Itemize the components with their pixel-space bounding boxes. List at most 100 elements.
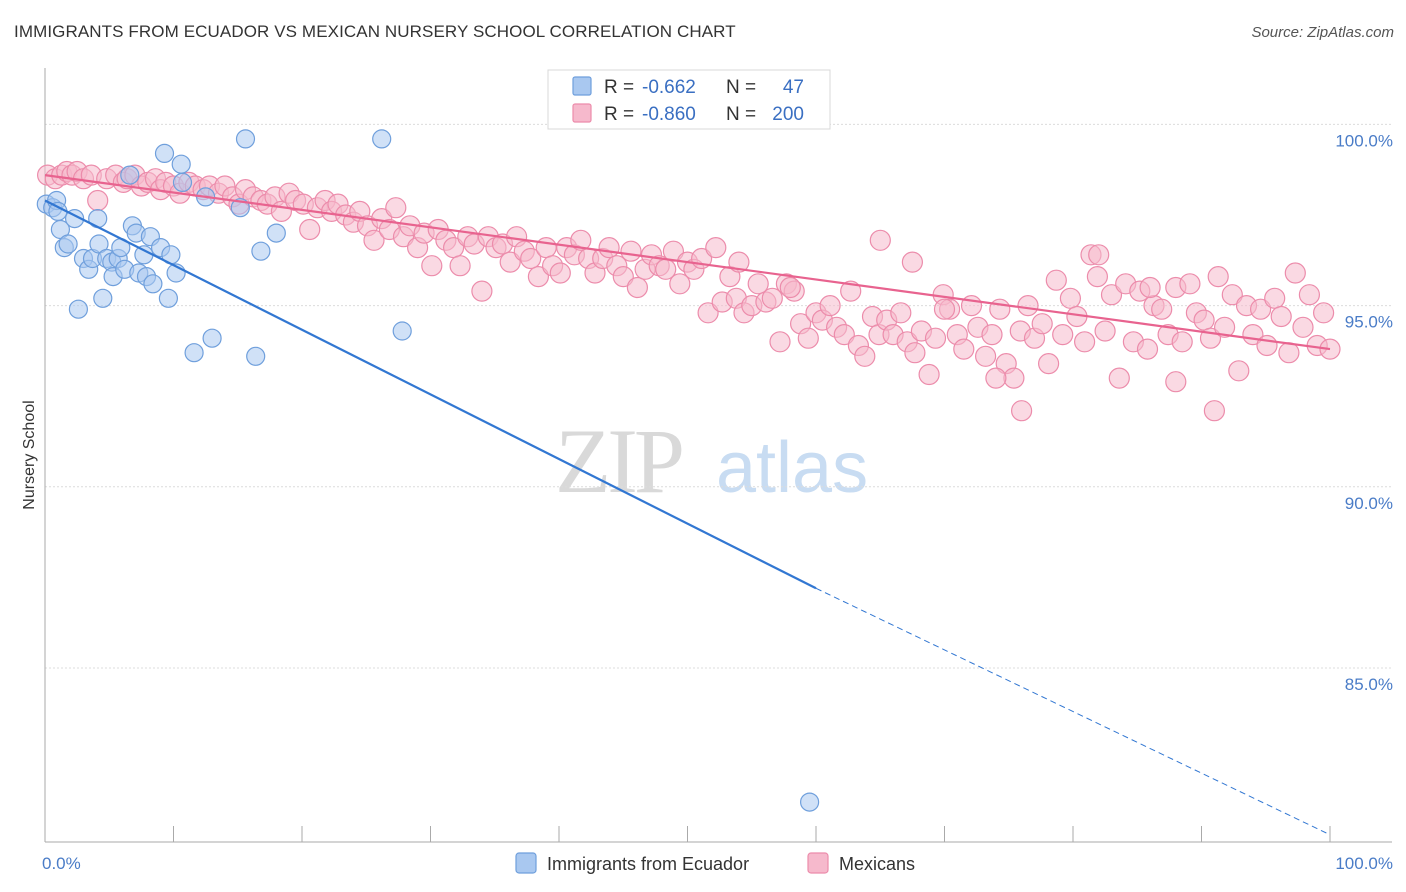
mexicans-point-134 bbox=[981, 324, 1003, 346]
series-legend-swatch-mexicans bbox=[807, 852, 829, 874]
mexicans-point-151 bbox=[1100, 284, 1123, 306]
mexicans-point-185 bbox=[933, 298, 956, 320]
mexicans-point-152 bbox=[1108, 367, 1130, 389]
mexicans-point-66 bbox=[499, 251, 521, 273]
legend-n-value-2: 200 bbox=[772, 104, 804, 125]
ecuador-point-30 bbox=[158, 288, 178, 308]
ecuador-point-39 bbox=[235, 129, 256, 149]
ecuador-points bbox=[36, 129, 820, 812]
mexicans-point-133 bbox=[974, 345, 997, 367]
mexicans-point-62 bbox=[471, 280, 493, 302]
mexicans-point-176 bbox=[1278, 342, 1300, 364]
legend-swatch-mexicans bbox=[572, 103, 592, 123]
mexicans-point-166 bbox=[1207, 266, 1229, 288]
mexicans-point-94 bbox=[697, 302, 719, 324]
y-axis-title: Nursery School bbox=[21, 400, 38, 509]
ecuador-point-13 bbox=[93, 288, 113, 308]
mexicans-point-70 bbox=[527, 266, 550, 288]
watermark-zip: ZIP bbox=[555, 410, 682, 512]
ecuador-point-29 bbox=[154, 143, 175, 163]
series-legend-label-mexicans: Mexicans bbox=[839, 854, 915, 874]
mexicans-point-69 bbox=[520, 247, 542, 270]
mexicans-point-101 bbox=[747, 273, 769, 295]
mexicans-point-55 bbox=[421, 255, 443, 277]
mexicans-point-167 bbox=[1213, 316, 1236, 338]
mexicans-point-59 bbox=[449, 255, 471, 277]
mexicans-point-113 bbox=[833, 324, 855, 346]
source-label: Source: ZipAtlas.com bbox=[1251, 24, 1394, 41]
series-legend-label-ecuador: Immigrants from Ecuador bbox=[547, 854, 749, 874]
ecuador-trend-line bbox=[44, 199, 817, 590]
mexicans-point-143 bbox=[1045, 269, 1067, 291]
legend-r-label-2: R = bbox=[604, 104, 634, 125]
y-tick-label-0: 85.0% bbox=[1345, 675, 1393, 694]
mexicans-point-130 bbox=[953, 338, 975, 360]
mexicans-point-161 bbox=[1171, 331, 1193, 353]
ecuador-point-35 bbox=[184, 343, 204, 363]
mexicans-point-123 bbox=[904, 342, 926, 364]
mexicans-point-169 bbox=[1228, 360, 1250, 382]
mexicans-point-71 bbox=[535, 237, 557, 259]
mexicans-point-147 bbox=[1073, 331, 1096, 353]
mexicans-point-193 bbox=[779, 276, 801, 299]
ecuador-point-43 bbox=[372, 129, 392, 149]
mexicans-point-125 bbox=[918, 363, 940, 386]
mexicans-point-76 bbox=[570, 229, 592, 251]
ecuador-point-27 bbox=[143, 274, 163, 294]
mexicans-point-104 bbox=[769, 331, 791, 353]
mexicans-point-188 bbox=[1088, 244, 1110, 266]
mexicans-point-38 bbox=[299, 218, 321, 241]
mexicans-point-156 bbox=[1136, 338, 1159, 360]
series-legend: Immigrants from Ecuador Mexicans bbox=[515, 852, 915, 874]
mexicans-point-137 bbox=[1003, 367, 1025, 389]
ecuador-point-7 bbox=[68, 299, 89, 319]
mexicans-point-73 bbox=[549, 262, 571, 284]
mexicans-point-178 bbox=[1292, 316, 1314, 338]
y-tick-labels: 85.0% 90.0% 95.0% 100.0% bbox=[1335, 131, 1393, 694]
mexicans-point-80 bbox=[598, 237, 620, 259]
mexicans-point-150 bbox=[1094, 320, 1116, 342]
mexicans-point-187 bbox=[1010, 400, 1033, 422]
legend-n-value-1: 47 bbox=[783, 77, 804, 98]
mexicans-point-191 bbox=[1203, 400, 1226, 422]
mexicans-point-126 bbox=[924, 327, 947, 349]
mexicans-point-168 bbox=[1221, 284, 1243, 306]
mexicans-point-174 bbox=[1264, 287, 1286, 309]
ecuador-point-33 bbox=[171, 154, 191, 174]
legend-r-label-1: R = bbox=[604, 77, 634, 98]
mexicans-point-172 bbox=[1249, 298, 1272, 320]
mexicans-point-121 bbox=[890, 302, 912, 324]
mexicans-point-108 bbox=[797, 327, 819, 349]
legend-n-label-2: N = bbox=[726, 104, 756, 125]
watermark: ZIP atlas bbox=[555, 410, 868, 512]
chart-title: IMMIGRANTS FROM ECUADOR VS MEXICAN NURSE… bbox=[14, 22, 736, 41]
stats-legend-box bbox=[547, 69, 831, 130]
legend-swatch-ecuador bbox=[572, 76, 592, 96]
mexicans-point-186 bbox=[985, 367, 1007, 389]
legend-r-value-2: -0.860 bbox=[642, 104, 696, 125]
mexicans-point-189 bbox=[1139, 276, 1161, 299]
y-tick-label-2: 95.0% bbox=[1345, 313, 1393, 332]
ecuador-point-42 bbox=[266, 223, 286, 243]
mexicans-point-135 bbox=[989, 298, 1011, 320]
ecuador-point-20 bbox=[120, 165, 140, 185]
ecuador-point-45 bbox=[799, 792, 820, 812]
mexicans-point-177 bbox=[1284, 262, 1306, 284]
mexicans-point-183 bbox=[869, 229, 891, 251]
mexicans-point-190 bbox=[1165, 371, 1187, 393]
ecuador-trend-extrapolation bbox=[815, 587, 1331, 836]
x-tick-label-1: 100.0% bbox=[1335, 854, 1393, 873]
ecuador-point-24 bbox=[134, 245, 154, 265]
mexicans-point-142 bbox=[1037, 353, 1060, 375]
mexicans-point-50 bbox=[385, 197, 407, 219]
mexicans-point-164 bbox=[1193, 309, 1215, 331]
mexicans-point-162 bbox=[1179, 273, 1201, 295]
mexicans-point-83 bbox=[620, 240, 642, 262]
ecuador-point-41 bbox=[251, 241, 271, 261]
ecuador-point-5 bbox=[58, 234, 78, 254]
mexicans-points bbox=[36, 160, 1341, 422]
mexicans-point-139 bbox=[1017, 295, 1039, 317]
mexicans-point-144 bbox=[1052, 324, 1074, 346]
ecuador-point-37 bbox=[202, 328, 222, 348]
